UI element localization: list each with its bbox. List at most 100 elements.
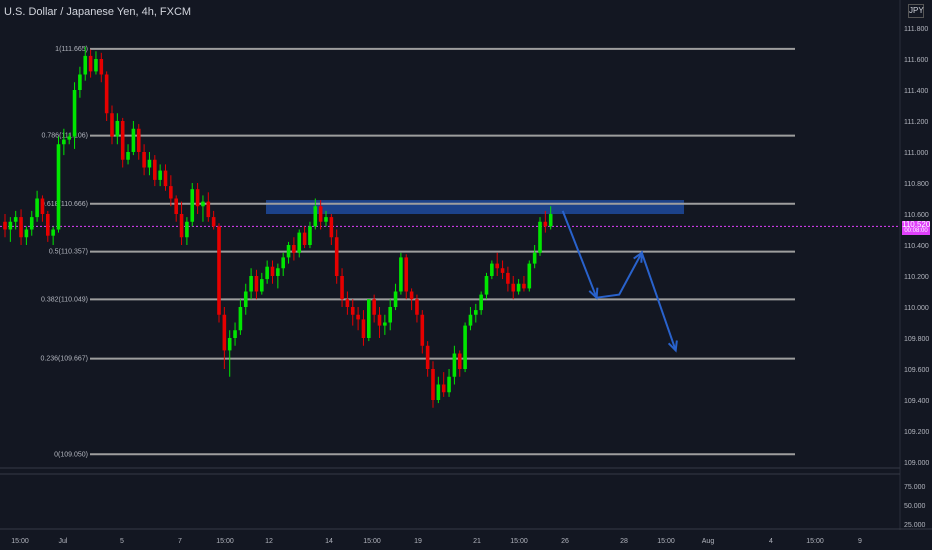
candle-body [110, 113, 114, 137]
forecast-arrowhead [588, 287, 599, 300]
candle-body [260, 279, 264, 292]
candle-body [174, 198, 178, 214]
fib-level-label: 0.5(110.357) [49, 249, 88, 256]
time-tick-label: 7 [178, 538, 182, 545]
candle-body [361, 319, 366, 338]
candle-body [136, 128, 141, 152]
time-tick-label: 5 [120, 538, 124, 545]
candle-body [511, 283, 516, 292]
candle-body [308, 226, 312, 245]
candle-body [324, 217, 328, 222]
candle-body [62, 139, 66, 145]
candle-body [249, 276, 253, 292]
price-tick-label: 109.600 [904, 367, 929, 374]
candle-body [409, 291, 414, 300]
volume-tick-label: 50.000 [904, 503, 926, 510]
chart-title: U.S. Dollar / Japanese Yen, 4h, FXCM [4, 6, 192, 18]
candle-body [372, 299, 376, 315]
candle-body [227, 338, 232, 351]
time-tick-label: 4 [769, 538, 773, 545]
candle-body [415, 299, 419, 315]
candle-body [457, 353, 462, 369]
price-tick-label: 111.400 [904, 88, 928, 95]
candle-body [447, 376, 451, 393]
candle-body [211, 217, 216, 227]
candle-body [78, 74, 82, 90]
price-tick-label: 111.600 [904, 57, 928, 64]
price-tick-label: 111.000 [904, 150, 928, 157]
price-tick-label: 111.800 [904, 26, 928, 33]
candle-body [163, 170, 168, 187]
candle-body [500, 268, 505, 273]
candle-body [179, 214, 184, 238]
price-tick-label: 109.800 [904, 336, 929, 343]
candle-body [8, 221, 13, 230]
candle-body [367, 299, 371, 338]
candle-body [88, 55, 93, 72]
time-tick-label: 15:00 [216, 538, 234, 545]
volume-tick-label: 75.000 [904, 484, 926, 491]
time-tick-label: 15:00 [363, 538, 381, 545]
candle-body [297, 232, 302, 253]
fib-level-label: 0.236(109.667) [41, 356, 88, 363]
time-tick-label: 15:00 [11, 538, 29, 545]
time-tick-label: 28 [620, 538, 628, 545]
price-tick-label: 109.400 [904, 398, 929, 405]
time-tick-label: Aug [702, 538, 715, 545]
candle-body [356, 314, 360, 320]
candle-body [313, 206, 318, 227]
candle-body [206, 201, 211, 218]
candle-body [233, 330, 237, 338]
candle-body [420, 314, 425, 346]
time-tick-label: 14 [325, 538, 333, 545]
time-tick-label: Jul [59, 538, 68, 545]
time-tick-label: 26 [561, 538, 569, 545]
candle-body [463, 325, 467, 369]
candle-body [302, 232, 307, 245]
time-tick-label: 9 [858, 538, 862, 545]
candle-body [238, 307, 243, 331]
candle-body [35, 198, 39, 218]
fib-level-label: 0(109.050) [54, 451, 88, 458]
candle-body [345, 299, 350, 307]
candle-body [431, 369, 435, 400]
candle-body [195, 189, 200, 207]
current-price-tag: 110.520 00:08:00 [902, 221, 930, 235]
candle-body [495, 263, 499, 269]
candle-body [147, 159, 152, 168]
currency-badge[interactable]: JPY [908, 4, 924, 18]
candle-body [436, 384, 441, 400]
candle-body [153, 159, 157, 180]
candle-body [243, 291, 248, 307]
candle-body [538, 221, 542, 253]
price-tick-label: 110.000 [904, 305, 929, 312]
candle-body [72, 90, 77, 137]
candle-body [190, 189, 195, 222]
candle-body [441, 384, 446, 393]
candle-body [516, 283, 521, 292]
candle-body [548, 214, 553, 227]
candle-body [24, 229, 29, 238]
volume-tick-label: 25.000 [904, 522, 926, 529]
time-tick-label: 15:00 [657, 538, 675, 545]
candle-body [425, 345, 430, 369]
price-tick-label: 109.000 [904, 460, 929, 467]
forecast-arrow-path[interactable] [561, 210, 677, 351]
fib-level-label: 0.786(111.106) [42, 133, 88, 140]
candle-body [67, 136, 71, 140]
candle-body [29, 217, 34, 230]
candle-body [115, 121, 120, 137]
fib-level-label: 0.618(110.666) [41, 201, 88, 208]
candle-body [3, 221, 7, 230]
price-tick-label: 109.200 [904, 429, 929, 436]
candle-body [468, 314, 473, 326]
candle-body [40, 198, 45, 214]
candle-body [404, 257, 409, 292]
price-tick-label: 110.600 [904, 212, 929, 219]
price-tick-label: 111.200 [904, 119, 928, 126]
resistance-zone[interactable] [266, 200, 684, 214]
candle-body [185, 221, 189, 238]
fib-level-label: 0.382(110.049) [41, 296, 88, 303]
candle-body [51, 229, 55, 236]
